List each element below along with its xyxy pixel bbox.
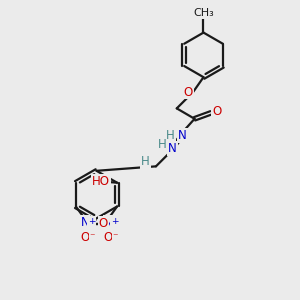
Text: ⁻: ⁻ (90, 232, 95, 242)
Text: +: + (111, 218, 118, 226)
Text: H: H (158, 138, 166, 151)
Text: O: O (85, 217, 94, 230)
Text: N: N (104, 216, 112, 229)
Text: +: + (88, 218, 95, 226)
Text: CH₃: CH₃ (193, 8, 214, 18)
Text: O: O (212, 105, 221, 118)
Text: HO: HO (92, 175, 110, 188)
Text: O: O (80, 231, 89, 244)
Text: O: O (183, 85, 193, 98)
Text: H: H (141, 155, 150, 168)
Text: O: O (103, 231, 113, 244)
Text: N: N (80, 216, 89, 229)
Text: N: N (168, 142, 177, 155)
Text: O: O (99, 217, 108, 230)
Text: H: H (166, 129, 175, 142)
Text: N: N (178, 129, 187, 142)
Text: ⁻: ⁻ (112, 232, 118, 242)
